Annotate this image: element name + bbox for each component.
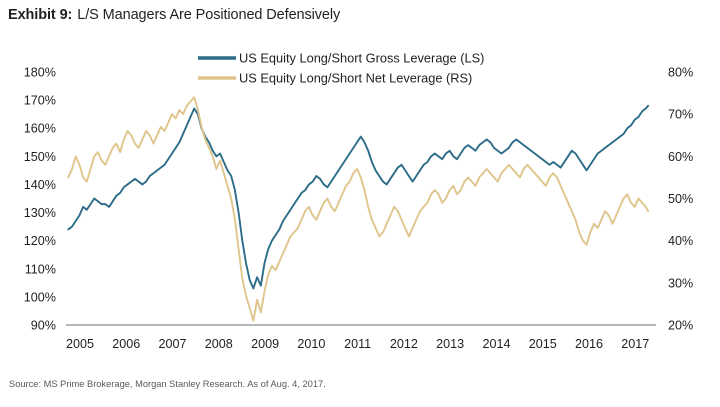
left-axis-tick-label: 180% bbox=[24, 66, 56, 80]
left-axis-tick-label: 120% bbox=[24, 234, 56, 248]
left-axis-tick-label: 130% bbox=[24, 206, 56, 220]
x-axis-tick-label: 2008 bbox=[205, 337, 233, 351]
x-axis-tick-label: 2014 bbox=[482, 337, 510, 351]
right-axis-tick-label: 20% bbox=[668, 319, 693, 333]
right-axis-tick-label: 30% bbox=[668, 276, 693, 290]
exhibit-title-text: L/S Managers Are Positioned Defensively bbox=[77, 7, 341, 23]
right-axis-tick-label: 40% bbox=[668, 234, 693, 248]
legend-item-label: US Equity Long/Short Net Leverage (RS) bbox=[239, 71, 472, 86]
x-axis-tick-label: 2013 bbox=[436, 337, 464, 351]
line-chart: US Equity Long/Short Gross Leverage (LS)… bbox=[24, 51, 693, 351]
left-axis-tick-label: 110% bbox=[25, 262, 56, 276]
page-title: Exhibit 9: L/S Managers Are Positioned De… bbox=[8, 7, 340, 23]
x-axis-tick-label: 2007 bbox=[159, 337, 187, 351]
series-line-net bbox=[67, 96, 650, 322]
left-axis-tick-label: 150% bbox=[24, 150, 56, 164]
left-axis-tick-label: 100% bbox=[24, 290, 56, 304]
x-axis-tick-label: 2006 bbox=[112, 337, 140, 351]
right-axis-tick-label: 70% bbox=[668, 108, 693, 122]
x-axis-tick-label: 2016 bbox=[575, 337, 603, 351]
x-axis-tick-label: 2005 bbox=[66, 337, 94, 351]
right-axis-tick-label: 80% bbox=[668, 66, 693, 80]
x-axis-tick-label: 2010 bbox=[297, 337, 325, 351]
right-axis-tick-label: 60% bbox=[668, 150, 693, 164]
exhibit-number-label: Exhibit 9: bbox=[8, 7, 73, 23]
left-axis-tick-label: 160% bbox=[24, 122, 56, 136]
x-axis-tick-label: 2015 bbox=[529, 337, 557, 351]
left-axis-tick-label: 140% bbox=[24, 178, 56, 192]
left-axis-tick-labels: 180% 170% 160% 150% 140% 130% 120% 110% 100% 90% bbox=[24, 66, 56, 333]
x-axis-tick-label: 2009 bbox=[251, 337, 279, 351]
chart-series-group bbox=[67, 96, 650, 322]
x-axis-tick-labels: 2005 2006 2007 2008 2009 2010 2011 2012 2013 2014… bbox=[66, 337, 649, 351]
x-axis-tick-label: 2011 bbox=[344, 337, 371, 351]
left-axis-tick-label: 170% bbox=[24, 94, 56, 108]
left-axis-tick-label: 90% bbox=[31, 319, 56, 333]
right-axis-tick-label: 50% bbox=[668, 192, 693, 206]
chart-legend: US Equity Long/Short Gross Leverage (LS)… bbox=[198, 51, 484, 86]
series-line-gross bbox=[67, 104, 650, 290]
right-axis-tick-labels: 80% 70% 60% 50% 40% 30% 20% bbox=[668, 66, 693, 333]
source-note: Source: MS Prime Brokerage, Morgan Stanl… bbox=[9, 379, 326, 389]
legend-item-label: US Equity Long/Short Gross Leverage (LS) bbox=[239, 51, 484, 66]
chart-container: US Equity Long/Short Gross Leverage (LS)… bbox=[0, 34, 720, 374]
x-axis-tick-label: 2012 bbox=[390, 337, 418, 351]
x-axis-tick-label: 2017 bbox=[621, 337, 649, 351]
